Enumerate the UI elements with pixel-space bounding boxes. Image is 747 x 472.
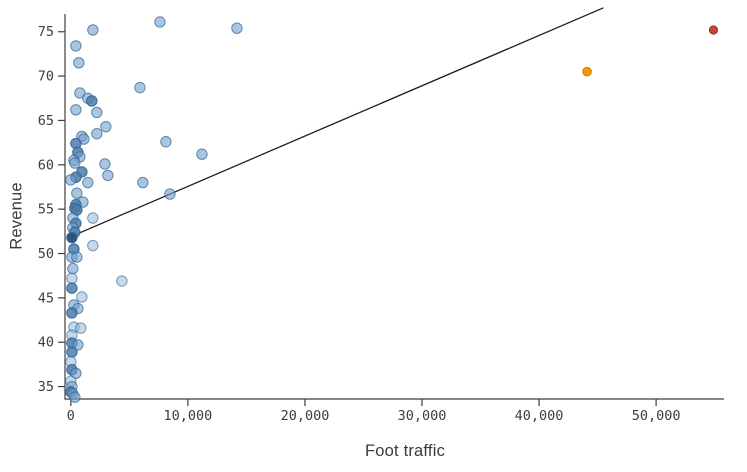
scatter-point — [100, 120, 112, 133]
scatter-point — [70, 104, 82, 116]
scatter-point — [66, 231, 78, 244]
scatter-point — [87, 239, 99, 252]
scatter-point — [69, 157, 81, 169]
scatter-point — [71, 251, 83, 263]
highlight-orange-point — [582, 66, 592, 77]
scatter-point — [75, 322, 87, 334]
x-tick-label: 40,000 — [515, 408, 564, 424]
scatter-point — [231, 22, 243, 34]
scatter-point — [87, 212, 99, 224]
scatter-point — [102, 169, 114, 182]
scatter-point — [76, 291, 88, 303]
y-tick-label: 75 — [38, 24, 54, 40]
x-axis-title: Foot traffic — [364, 442, 446, 460]
y-tick-label: 55 — [38, 202, 54, 218]
x-tick-label: 30,000 — [398, 408, 447, 424]
y-tick-label: 65 — [38, 113, 54, 129]
scatter-point — [66, 346, 78, 358]
y-tick-label: 35 — [38, 379, 54, 395]
scatter-point — [74, 87, 86, 99]
scatter-point — [86, 95, 98, 107]
scatter-point — [196, 148, 208, 160]
y-tick-label: 45 — [38, 290, 54, 306]
y-tick-label: 50 — [38, 246, 54, 262]
scatter-point — [160, 136, 172, 148]
x-tick-label: 50,000 — [632, 408, 681, 424]
scatter-point — [66, 307, 78, 319]
scatter-point — [164, 188, 176, 200]
y-tick-label: 70 — [38, 69, 54, 85]
y-tick-label: 60 — [38, 157, 54, 173]
scatter-point — [70, 367, 82, 379]
scatter-point — [69, 391, 81, 403]
y-axis-title: Revenue — [7, 182, 26, 250]
x-tick-label: 0 — [67, 408, 75, 424]
trend-line — [70, 7, 604, 238]
y-tick-label: 40 — [38, 335, 54, 351]
scatter-point — [73, 57, 85, 69]
highlight-red-point — [708, 25, 719, 35]
scatter-point — [91, 106, 103, 119]
scatter-point — [71, 187, 83, 199]
scatter-point — [66, 272, 78, 285]
x-tick-label: 10,000 — [164, 408, 213, 424]
scatter-point — [82, 176, 94, 189]
scatter-point — [66, 282, 78, 294]
scatter-point — [87, 24, 99, 36]
x-tick-label: 20,000 — [281, 408, 330, 424]
axis-spine — [64, 14, 724, 400]
scatter-point — [70, 40, 82, 52]
scatter-point — [65, 174, 77, 186]
scatter-point — [91, 128, 103, 140]
scatter-point — [134, 81, 146, 94]
scatter-point — [67, 262, 79, 275]
scatter-point — [99, 158, 111, 170]
scatter-point — [137, 176, 149, 189]
scatter-point — [154, 16, 166, 28]
scatter-point — [116, 275, 128, 287]
